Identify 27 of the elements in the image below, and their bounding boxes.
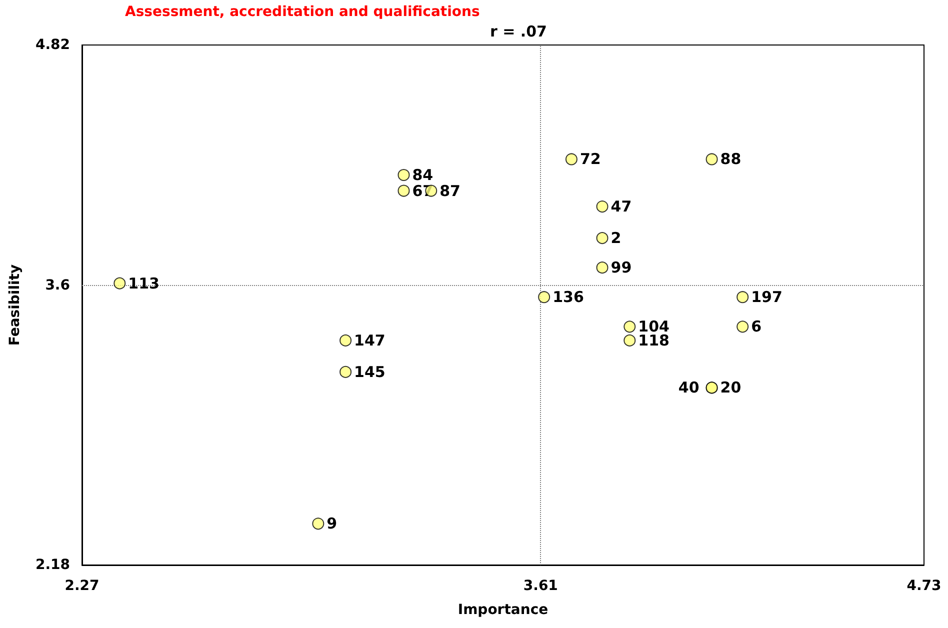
annotation: 84: [412, 166, 434, 184]
annotation: 20: [720, 378, 742, 397]
annotation: 197: [751, 288, 782, 306]
x-tick-label: 3.61: [523, 578, 558, 594]
y-tick-label: 3.6: [45, 277, 70, 294]
y-tick-label: 2.18: [35, 557, 70, 573]
y-tick-label: 4.82: [35, 37, 70, 53]
text: r = .07: [490, 22, 547, 40]
y-axis-title: Feasibility: [7, 264, 23, 346]
annotation: 147: [354, 331, 386, 350]
annotation: 72: [580, 150, 601, 168]
annotation: 113: [128, 274, 160, 292]
annotation: 87: [440, 182, 460, 200]
annotation: 40: [678, 378, 700, 397]
annotation: 145: [354, 362, 386, 381]
annotation: 88: [720, 150, 742, 168]
annotation: 9: [326, 514, 338, 533]
annotation: 47: [610, 198, 632, 216]
chart-title: Assessment, accreditation and qualifications: [125, 4, 480, 20]
annotation: 118: [638, 331, 670, 350]
x-tick-label: 2.27: [64, 578, 100, 594]
annotation: 136: [552, 288, 584, 306]
annotation: 2: [610, 229, 622, 248]
annotation: 99: [610, 258, 632, 277]
x-axis-title: Importance: [458, 602, 548, 618]
x-tick-label: 4.73: [906, 578, 942, 594]
annotation: 6: [751, 318, 762, 336]
